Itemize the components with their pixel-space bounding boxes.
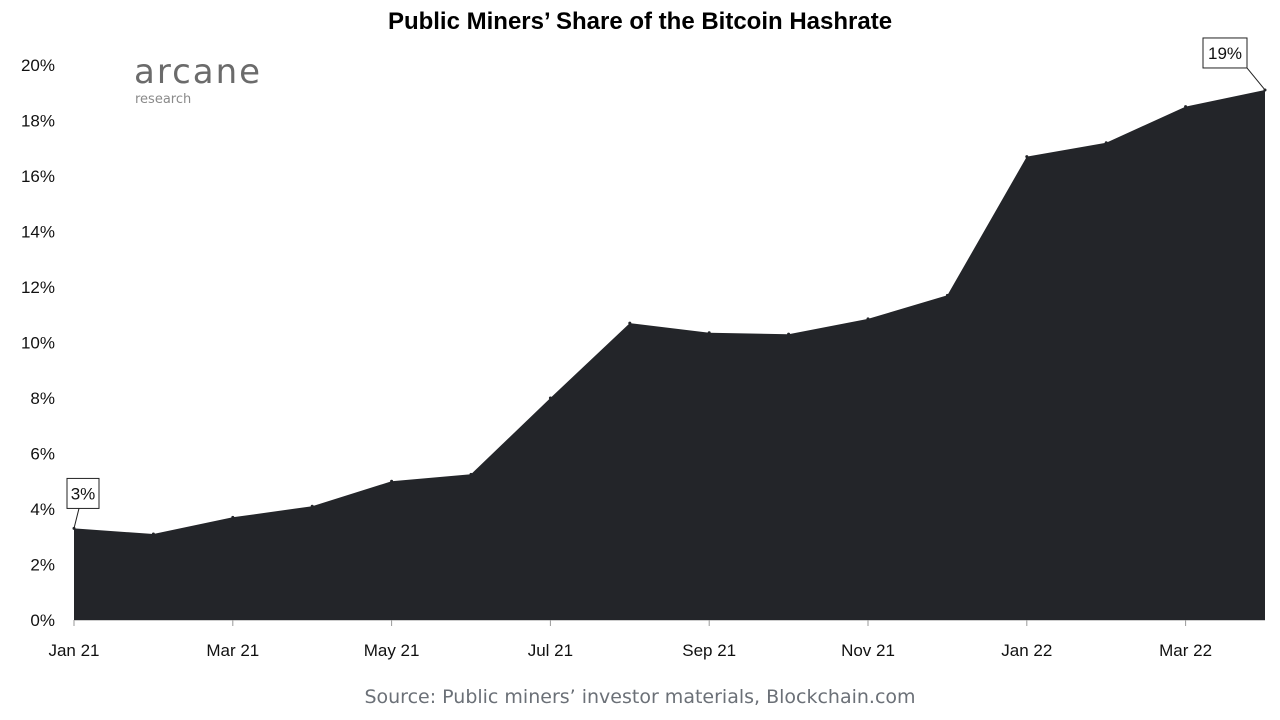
data-point <box>1184 105 1188 109</box>
callout-box <box>66 477 100 509</box>
x-tick-label: May 21 <box>364 641 420 660</box>
arcane-research-logo: arcane research <box>134 52 294 112</box>
y-tick-label: 6% <box>30 445 55 464</box>
y-tick-label: 16% <box>21 167 55 186</box>
data-point <box>151 532 155 536</box>
data-point <box>310 504 314 508</box>
callout-leader <box>1246 67 1266 91</box>
x-tick-label: Jan 22 <box>1001 641 1052 660</box>
data-point <box>469 472 473 476</box>
callout-box <box>1202 37 1248 69</box>
y-tick-label: 12% <box>21 278 55 297</box>
logo-wordmark: arcane <box>134 52 263 92</box>
x-tick-label: Nov 21 <box>841 641 895 660</box>
series-layer <box>72 88 1267 620</box>
y-tick-label: 0% <box>30 611 55 630</box>
y-tick-label: 20% <box>21 56 55 75</box>
data-point <box>787 332 791 336</box>
series-area <box>74 90 1265 620</box>
data-point <box>628 321 632 325</box>
x-tick-label: Mar 22 <box>1159 641 1212 660</box>
y-tick-label: 4% <box>30 500 55 519</box>
y-tick-label: 14% <box>21 223 55 242</box>
x-tick-label: Jan 21 <box>48 641 99 660</box>
callout-label: 19% <box>1208 44 1242 63</box>
x-tick-label: Sep 21 <box>682 641 736 660</box>
data-point <box>548 396 552 400</box>
data-point <box>1104 141 1108 145</box>
annotation-layer: 3% 19% <box>66 37 1266 529</box>
y-axis: 0% 2% 4% 6% 8% 10% 12% 14% 16% 18% 20% <box>21 56 55 630</box>
data-point <box>1025 155 1029 159</box>
data-point <box>231 515 235 519</box>
x-tick-label: Jul 21 <box>528 641 573 660</box>
x-axis: Jan 21 Mar 21 May 21 Jul 21 Sep 21 Nov 21 Jan … <box>48 619 1265 660</box>
callout-leader <box>73 508 80 529</box>
callout-label: 3% <box>71 484 96 503</box>
y-tick-label: 2% <box>30 556 55 575</box>
x-tick-label: Mar 21 <box>206 641 259 660</box>
y-tick-label: 10% <box>21 334 55 353</box>
y-tick-label: 18% <box>21 112 55 131</box>
y-tick-label: 8% <box>30 389 55 408</box>
data-point <box>707 331 711 335</box>
logo-subtitle: research <box>135 92 192 107</box>
data-point <box>866 317 870 321</box>
data-point <box>390 479 394 483</box>
chart-title: Public Miners’ Share of the Bitcoin Hash… <box>387 8 893 35</box>
data-point <box>945 293 949 297</box>
source-note: Source: Public miners’ investor material… <box>364 686 916 708</box>
